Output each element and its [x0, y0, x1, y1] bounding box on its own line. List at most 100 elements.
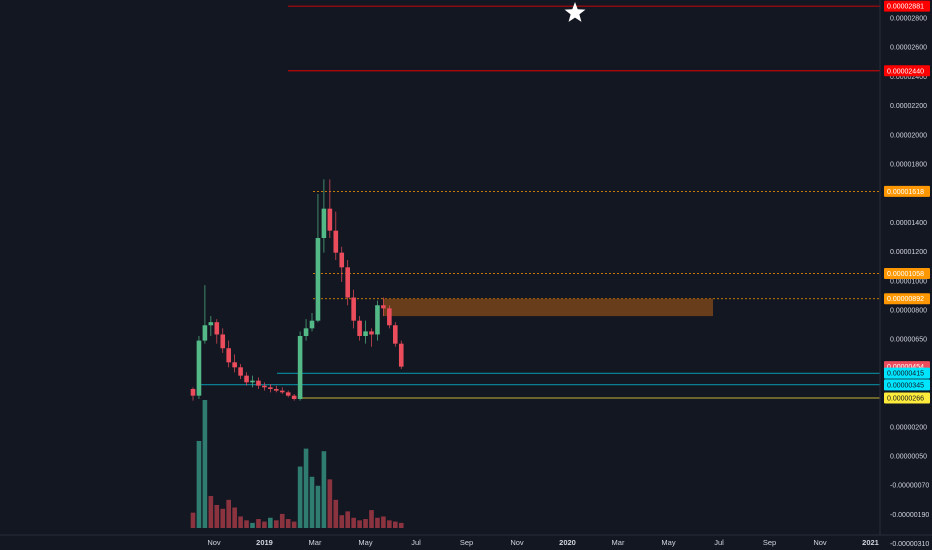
volume-bar: [345, 511, 350, 528]
candle-body: [256, 380, 261, 386]
price-tick-label: -0.00000310: [890, 541, 929, 548]
candle-body: [262, 385, 267, 388]
candle-body: [220, 334, 226, 349]
price-tick-label: 0.00002600: [890, 45, 927, 52]
price-badge-label: 0.00001058: [887, 271, 924, 278]
volume-bar: [285, 519, 291, 528]
candle-body: [202, 325, 208, 341]
price-badge-label: 0.00002440: [887, 68, 924, 75]
volume-bar: [214, 504, 220, 528]
time-tick-label: Sep: [460, 538, 473, 547]
volume-bar: [208, 496, 214, 528]
volume-bar: [339, 515, 345, 528]
volume-bar: [309, 476, 315, 528]
time-tick-label: Mar: [612, 538, 625, 547]
candle-body: [297, 336, 303, 399]
price-badge: [884, 367, 930, 379]
candle-body: [345, 267, 350, 298]
price-badge: [884, 293, 930, 305]
candle-body: [279, 390, 285, 393]
time-tick-label: Nov: [510, 538, 524, 547]
candle-body: [357, 320, 362, 336]
price-tick-label: 0.00002800: [890, 16, 927, 23]
price-tick-label: 0.00000800: [890, 308, 927, 315]
time-tick-label: Nov: [813, 538, 827, 547]
price-tick-label: 0.00001000: [890, 278, 927, 285]
volume-bar: [256, 519, 261, 528]
time-tick-label: Jul: [714, 538, 724, 547]
candle-body: [303, 328, 309, 336]
time-tick-label: May: [661, 538, 675, 547]
candle-body: [393, 325, 398, 344]
price-badge-label: 0.00000266: [887, 396, 924, 403]
volume-bars: [190, 400, 404, 528]
time-tick-label: Nov: [207, 538, 221, 547]
price-tick-label: 0.00000050: [890, 454, 927, 461]
supply-zone-box: [383, 298, 713, 317]
candle-body: [327, 208, 333, 231]
volume-bar: [250, 522, 255, 528]
price-badge-label: 0.00000345: [887, 382, 924, 389]
volume-bar: [238, 516, 243, 528]
volume-bar: [196, 440, 202, 528]
volume-bar: [315, 485, 321, 528]
candle-body: [274, 389, 279, 391]
volume-bar: [244, 520, 249, 528]
candle-body: [363, 331, 368, 336]
volume-bar: [375, 517, 380, 528]
price-tick-label: -0.00000190: [890, 512, 929, 519]
price-tick-label: 0.00001200: [890, 249, 927, 256]
price-badge: [884, 392, 930, 404]
price-badge-label: 0.00000892: [887, 296, 924, 303]
candles: [190, 179, 404, 401]
candle-body: [285, 392, 291, 396]
candle-body: [369, 331, 374, 335]
candle-body: [226, 348, 231, 363]
time-tick-label: 2020: [559, 538, 576, 547]
volume-bar: [381, 516, 386, 528]
price-tick-label: 0.00002400: [890, 74, 927, 81]
price-tick-label: -0.00000070: [890, 483, 929, 490]
volume-bar: [190, 512, 196, 528]
candle-body: [238, 367, 243, 376]
candle-body: [321, 208, 327, 238]
volume-bar: [232, 507, 237, 528]
volume-bar: [226, 499, 231, 528]
candle-body: [214, 322, 220, 335]
time-tick-label: Jul: [411, 538, 421, 547]
volume-bar: [268, 517, 273, 528]
supply-zone: [383, 298, 713, 317]
candle-body: [309, 320, 315, 329]
candle-body: [232, 362, 237, 368]
volume-bar: [202, 400, 208, 528]
candle-body: [398, 343, 404, 367]
volume-bar: [297, 466, 303, 528]
candle-body: [375, 305, 380, 335]
volume-bar: [387, 520, 392, 528]
time-tick-label: Sep: [763, 538, 776, 547]
price-tick-label: 0.00000200: [890, 424, 927, 431]
time-axis[interactable]: Nov 2019 Mar May Jul Sep Nov 2020 Mar May Jul Sep No…: [0, 534, 932, 547]
volume-bar: [321, 451, 327, 528]
volume-bar: [279, 513, 285, 528]
price-badge-label: 0.00001618: [887, 189, 924, 196]
volume-bar: [220, 508, 226, 528]
volume-bar: [357, 520, 362, 528]
time-tick-label: Mar: [309, 538, 322, 547]
candle-body: [291, 395, 297, 399]
price-tick-label: 0.00001400: [890, 220, 927, 227]
price-badge: [884, 0, 930, 12]
volume-bar: [393, 521, 398, 528]
candle-body: [315, 238, 321, 321]
candle-body: [387, 308, 392, 326]
candle-body: [196, 340, 202, 396]
candle-body: [333, 230, 339, 253]
price-badge: [884, 185, 930, 197]
price-badge: [884, 267, 930, 279]
price-tick-label: 0.00002000: [890, 132, 927, 139]
volume-bar: [303, 448, 309, 528]
candle-body: [244, 375, 249, 383]
volume-bar: [274, 520, 279, 528]
volume-bar: [369, 510, 374, 528]
